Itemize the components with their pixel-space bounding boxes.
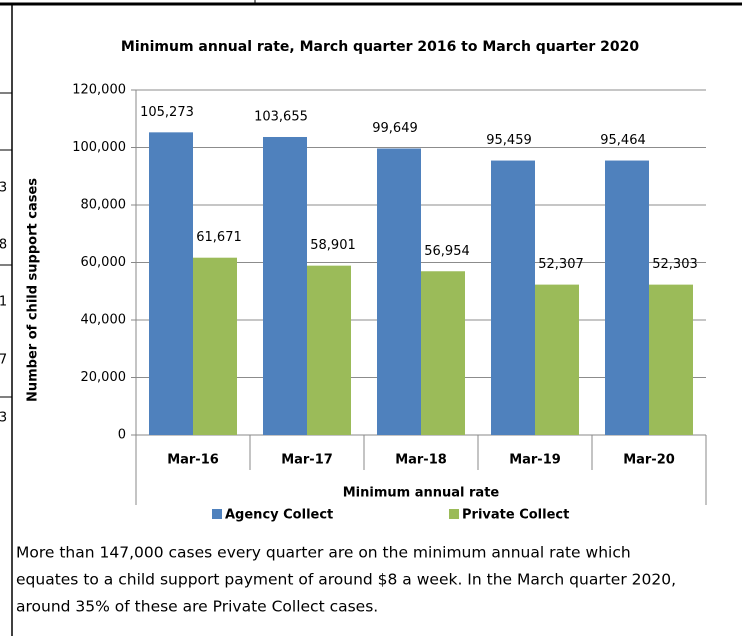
paragraph-line: equates to a child support payment of ar… [16, 571, 676, 589]
data-label: 52,307 [538, 257, 584, 272]
chart-title: Minimum annual rate, March quarter 2016 … [121, 39, 639, 55]
y-tick-label: 20,000 [81, 370, 127, 385]
x-axis-title: Minimum annual rate [343, 486, 500, 501]
data-label: 99,649 [372, 121, 418, 136]
bar [535, 284, 579, 435]
paragraph-line: around 35% of these are Private Collect … [16, 598, 378, 616]
data-label: 103,655 [254, 109, 308, 124]
edge-fragment: 3 [0, 411, 7, 426]
edge-fragment: 8 [0, 238, 7, 253]
legend-label: Private Collect [462, 508, 569, 523]
x-tick-label: Mar-17 [281, 453, 333, 468]
y-tick-label: 80,000 [81, 198, 127, 213]
bar [263, 136, 307, 435]
y-axis-title: Number of child support cases [26, 178, 41, 402]
legend-swatch [212, 509, 222, 519]
edge-fragment: 7 [0, 353, 7, 368]
bar [193, 257, 237, 435]
bar [491, 160, 535, 436]
y-tick-label: 0 [118, 428, 126, 443]
y-tick-label: 40,000 [81, 313, 127, 328]
y-tick-label: 60,000 [81, 255, 127, 270]
edge-fragment: 1 [0, 295, 7, 310]
bar [149, 132, 193, 435]
data-label: 56,954 [424, 244, 470, 259]
legend-swatch [449, 509, 459, 519]
x-tick-label: Mar-18 [395, 453, 447, 468]
data-label: 95,464 [600, 133, 646, 148]
legend-label: Agency Collect [225, 508, 333, 523]
data-label: 58,901 [310, 238, 356, 253]
data-label: 52,303 [652, 257, 698, 272]
data-label: 95,459 [486, 133, 532, 148]
data-label: 61,671 [196, 230, 242, 245]
y-tick-label: 120,000 [72, 83, 126, 98]
bar [421, 271, 465, 435]
paragraph-line: More than 147,000 cases every quarter ar… [16, 544, 631, 562]
edge-fragment: 3 [0, 181, 7, 196]
bar [649, 284, 693, 435]
bar [307, 265, 351, 435]
x-tick-label: Mar-16 [167, 453, 219, 468]
x-tick-label: Mar-20 [623, 453, 675, 468]
y-tick-label: 100,000 [72, 140, 126, 155]
data-label: 105,273 [140, 105, 194, 120]
bar [605, 160, 649, 435]
x-tick-label: Mar-19 [509, 453, 561, 468]
bar [377, 148, 421, 435]
